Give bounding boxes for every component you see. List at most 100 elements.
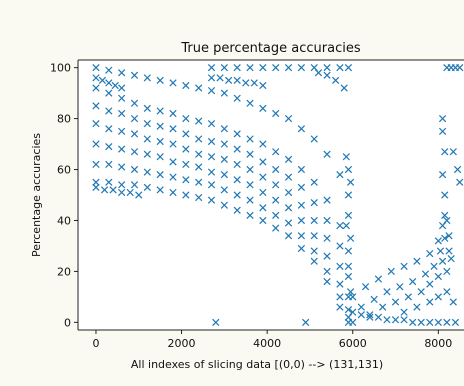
data-point (169, 188, 177, 197)
data-point (156, 153, 164, 161)
data-point (207, 153, 216, 161)
data-point (434, 272, 442, 281)
data-point (100, 186, 109, 194)
data-point (182, 160, 190, 169)
data-point (130, 114, 139, 123)
data-point (404, 293, 412, 301)
data-point (383, 316, 391, 324)
data-point (246, 196, 254, 204)
data-point (374, 275, 383, 283)
data-point (169, 158, 177, 166)
data-point (130, 99, 139, 107)
data-point (207, 120, 216, 128)
data-point (391, 316, 400, 324)
y-tick-label: 100 (50, 62, 71, 75)
data-point (130, 71, 139, 79)
data-point (284, 155, 293, 163)
data-point (336, 64, 344, 72)
data-point (272, 64, 280, 72)
data-point (443, 288, 451, 296)
data-point (220, 125, 228, 133)
data-point (445, 232, 453, 240)
data-point (396, 283, 404, 291)
data-point (357, 303, 365, 311)
data-point (284, 173, 293, 181)
data-point (259, 104, 267, 113)
data-point (156, 170, 164, 179)
data-point (220, 186, 228, 194)
data-point (409, 318, 417, 326)
data-point (434, 237, 442, 245)
data-point (109, 186, 117, 194)
data-point (105, 142, 113, 151)
data-point (169, 79, 177, 87)
data-point (438, 114, 447, 123)
data-point (207, 196, 216, 204)
data-point (379, 303, 387, 311)
data-point (417, 318, 425, 326)
data-point (169, 140, 177, 148)
data-point (207, 74, 216, 82)
data-point (400, 308, 408, 316)
data-point (92, 84, 100, 92)
data-point (400, 262, 408, 270)
data-point (349, 308, 357, 316)
data-point (421, 270, 430, 278)
data-point (449, 148, 457, 156)
data-point (118, 94, 126, 102)
data-point (182, 130, 190, 138)
data-point (310, 257, 318, 265)
data-point (156, 76, 164, 85)
data-point (284, 219, 293, 227)
data-point (118, 188, 126, 197)
data-point (297, 165, 306, 174)
x-tick-label: 0 (92, 337, 99, 350)
data-point (336, 242, 344, 250)
data-point (456, 64, 464, 72)
data-point (344, 305, 353, 314)
x-tick-label: 4000 (253, 337, 281, 350)
data-point (207, 181, 216, 189)
data-point (92, 140, 100, 148)
data-point (310, 216, 318, 225)
data-point (259, 158, 267, 166)
data-point (370, 295, 378, 304)
x-axis-label: All indexes of slicing data [(0,0) --> (… (131, 358, 383, 371)
data-point (323, 277, 331, 286)
data-point (336, 280, 344, 288)
data-point (182, 176, 190, 184)
data-point (453, 165, 462, 174)
data-point (233, 94, 241, 102)
data-point (105, 79, 113, 87)
x-tick-label: 8000 (424, 337, 452, 350)
data-point (220, 64, 228, 72)
data-point (105, 178, 113, 186)
data-point (207, 64, 216, 72)
data-point (272, 165, 280, 174)
data-point (246, 64, 254, 72)
data-point (111, 81, 119, 90)
data-point (118, 181, 126, 189)
data-point (105, 125, 113, 133)
data-point (336, 262, 344, 270)
data-point (310, 232, 318, 240)
data-point (220, 201, 228, 209)
x-tick-label: 6000 (339, 337, 367, 350)
data-point (182, 145, 190, 153)
data-point (342, 153, 350, 161)
y-axis-label: Percentage accuracies (30, 133, 43, 257)
data-points (92, 64, 464, 326)
data-point (195, 178, 203, 186)
data-point (336, 170, 344, 179)
data-point (92, 64, 100, 72)
data-point (195, 117, 203, 125)
data-point (344, 191, 353, 199)
data-point (310, 135, 318, 143)
data-point (220, 140, 228, 148)
data-point (118, 84, 126, 92)
data-point (284, 204, 293, 212)
data-point (297, 232, 306, 240)
data-point (344, 247, 353, 255)
data-point (105, 89, 113, 97)
data-point (449, 298, 457, 306)
